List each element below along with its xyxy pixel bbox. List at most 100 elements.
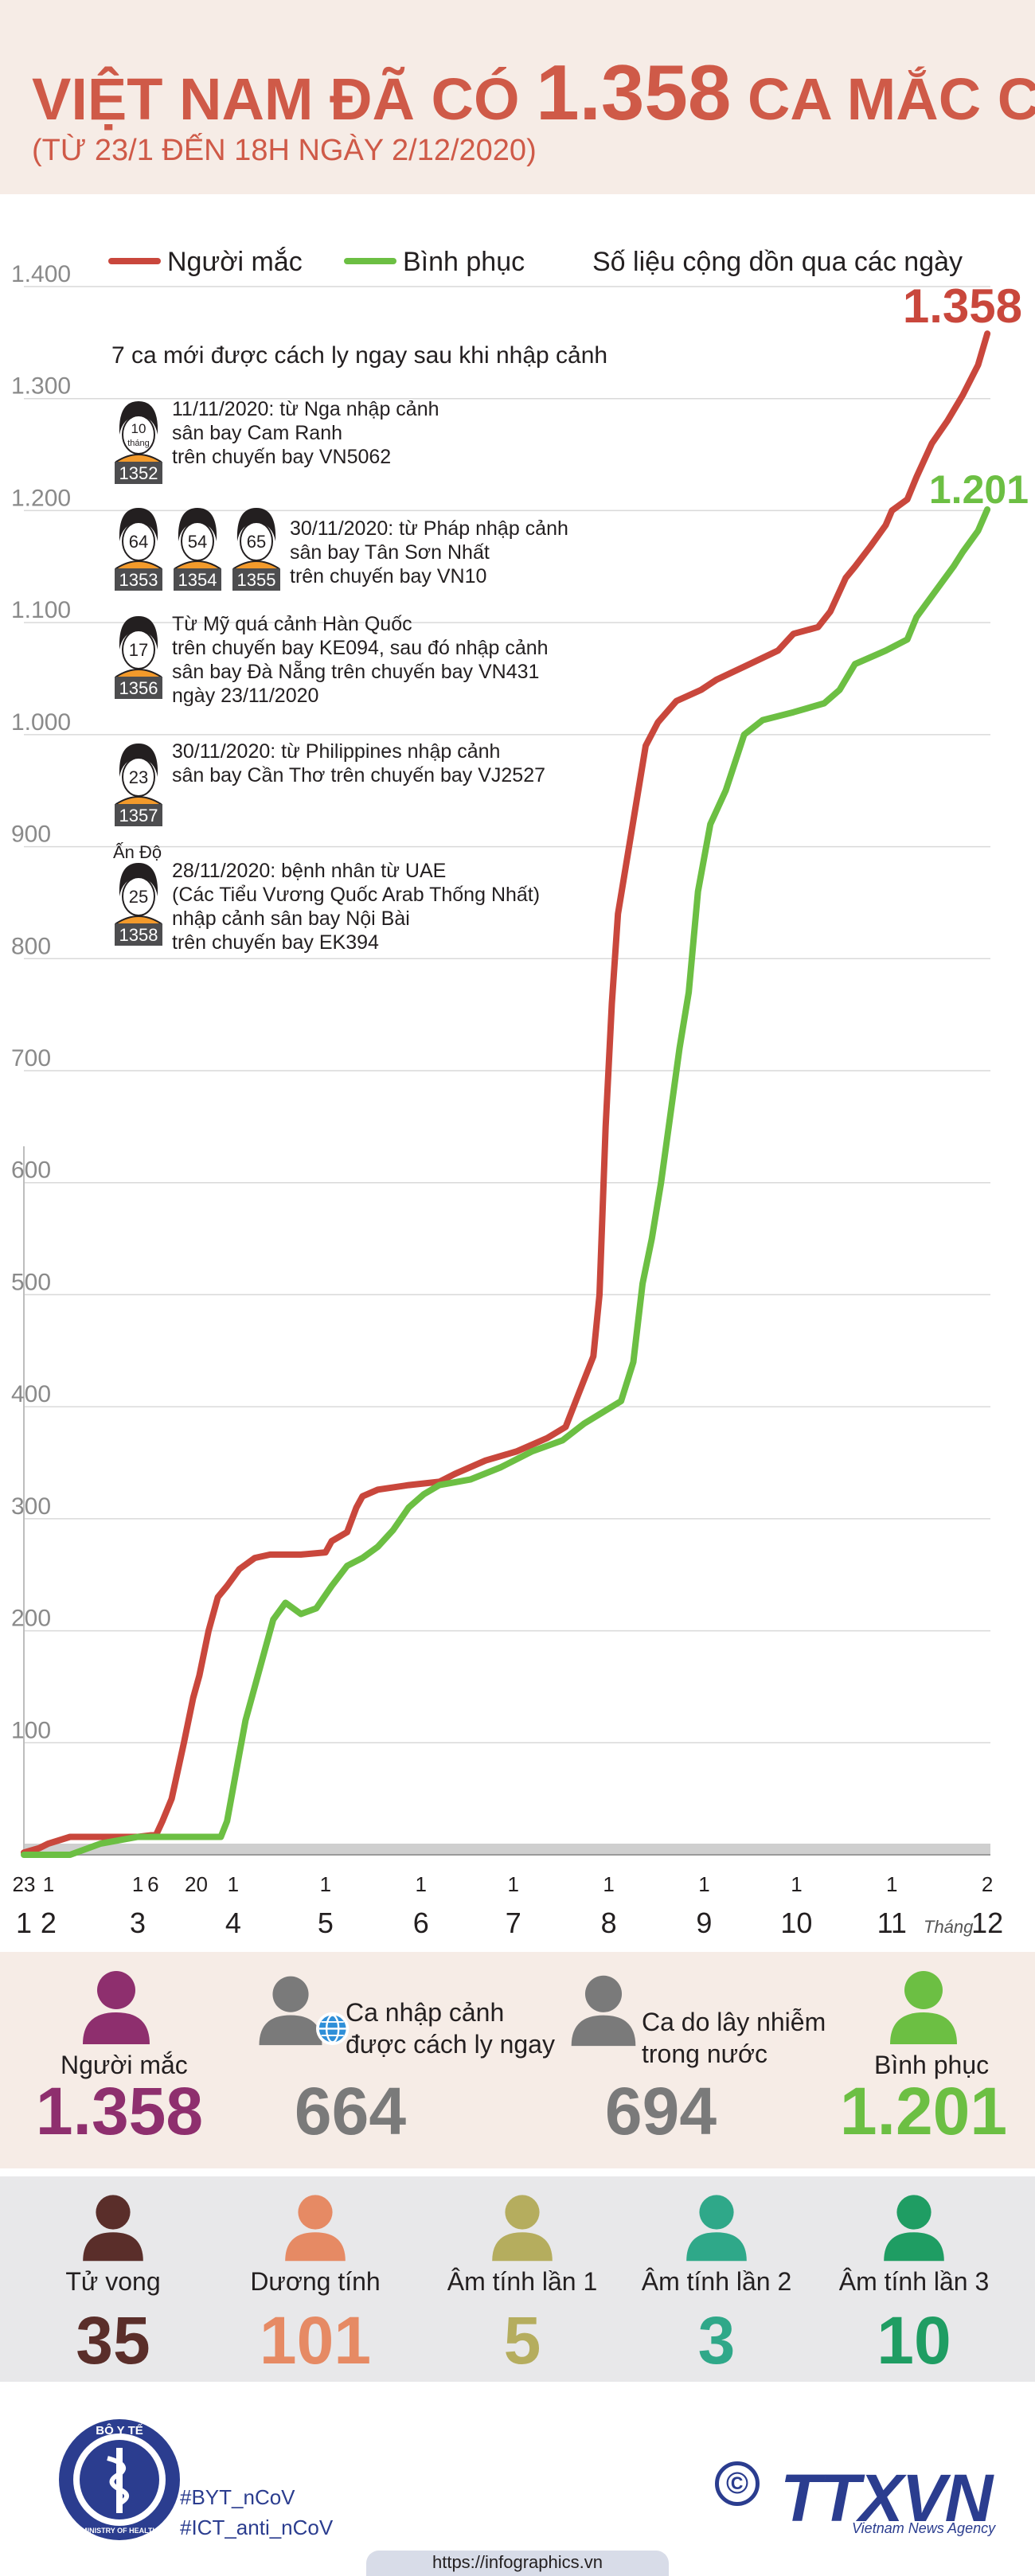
annotation-line: Từ Mỹ quá cảnh Hàn Quốc [172,613,412,635]
series-end-label-0: 1.358 [903,279,1022,333]
x-month-tick: 11 [877,1907,907,1939]
x-day-tick: 1 [43,1872,54,1896]
cumulative-line-chart: Người mắc Bình phục Số liệu cộng dồn qua c… [11,247,1029,1939]
legend-label-1: Bình phục [403,247,525,277]
title-prefix: VIỆT NAM ĐÃ CÓ [32,66,520,132]
source-url[interactable]: https://infographics.vn [432,2552,603,2572]
series-line-0 [21,330,991,1856]
url-band [366,2551,669,2576]
y-tick-label: 900 [11,822,51,848]
x-month-tick: 1 [16,1907,32,1939]
stat-value-neg3: 10 [877,2303,951,2378]
x-day-tick: 1 [791,1872,802,1896]
y-tick-label: 100 [11,1717,51,1743]
title-number: 1.358 [536,49,732,136]
ttxvn-subtitle: Vietnam News Agency [852,2520,996,2536]
x-month-tick: 8 [601,1907,617,1939]
patient-age: 10 [131,421,146,436]
annotation-heading: 7 ca mới được cách ly ngay sau khi nhập … [111,342,607,369]
y-tick-label: 1.100 [11,597,71,623]
stat-label-domestic: Ca do lây nhiễm trong nước [642,2008,826,2068]
stat-label-death: Tử vong [65,2267,161,2296]
y-tick-label: 1.400 [11,261,71,287]
stat-value-death: 35 [76,2303,150,2378]
person-icon [492,2195,553,2262]
annotation-line: trên chuyến bay VN10 [290,565,486,587]
x-month-tick: 2 [41,1907,57,1939]
hashtag-ict: #ICT_anti_nCoV [180,2516,334,2539]
case-annotations: 7 ca mới được cách ly ngay sau khi nhập … [111,342,607,954]
person-icon [884,2195,944,2262]
y-tick-label: 200 [11,1606,51,1632]
x-day-tick: 2 [982,1872,993,1896]
x-month-tick: 7 [506,1907,521,1939]
stat-value-recovered: 1.201 [839,2074,1008,2149]
annotation-line: 28/11/2020: bệnh nhân từ UAE [172,860,446,882]
patient-id: 1355 [237,570,276,590]
annotation-line: 30/11/2020: từ Philippines nhập cảnh [172,740,500,763]
ttxvn-logo: TTXVN [780,2461,993,2535]
patient-id: 1356 [119,678,158,698]
person-icon [686,2195,747,2262]
stat-label-infected: Người mắc [61,2051,188,2079]
y-tick-label: 600 [11,1157,51,1184]
page-title: VIỆT NAM ĐÃ CÓ 1.358 CA MẮC COVID-19 [32,48,1035,138]
x-day-tick: 1 [132,1872,143,1896]
stat-value-positive: 101 [259,2303,372,2378]
patient-age: 25 [129,887,148,907]
stat-value-neg1: 5 [503,2303,541,2378]
y-tick-label: 1.000 [11,709,71,736]
hashtag-byt: #BYT_nCoV [180,2485,295,2509]
person-icon [83,2195,143,2262]
stat-label-neg3: Âm tính lần 3 [838,2267,990,2296]
y-tick-label: 1.300 [11,373,71,400]
ministry-logo-bottom: MINISTRY OF HEALTH [81,2527,158,2535]
x-month-tick: 10 [780,1907,812,1939]
x-day-tick: 1 [320,1872,331,1896]
x-day-tick: 1 [507,1872,518,1896]
patient-age-unit: tháng [127,439,150,448]
stat-label-imported: Ca nhập cảnh được cách ly ngay [346,1998,555,2059]
patient-id: 1354 [178,570,217,590]
annotation-line: sân bay Cần Thơ trên chuyến bay VJ2527 [172,764,545,786]
annotation-line: sân bay Cam Ranh [172,422,342,444]
person-globe-icon [259,1976,350,2046]
y-tick-label: 700 [11,1045,51,1071]
patient-icon: 64 1353 [115,508,162,591]
annotation-line: 30/11/2020: từ Pháp nhập cảnh [290,517,568,540]
person-icon [571,1975,636,2047]
patient-id: 1358 [119,925,158,945]
patient-age: 64 [129,532,148,552]
page-subtitle: (TỪ 23/1 ĐẾN 18H NGÀY 2/12/2020) [32,134,537,167]
patient-icon: 65 1355 [232,508,280,591]
stat-label-neg2: Âm tính lần 2 [641,2267,792,2296]
main-stats-panel [0,1952,1035,2168]
patient-icon: 54 1354 [174,508,221,591]
patient-icon: 23 1357 [115,744,162,826]
y-tick-label: 800 [11,933,51,959]
stat-value-domestic: 694 [604,2074,717,2149]
person-icon [83,1971,150,2044]
annotation-line: trên chuyến bay EK394 [172,931,379,954]
patient-age: 17 [129,640,148,660]
patient-nationality: Ấn Độ [113,842,162,862]
stat-label-neg1: Âm tính lần 1 [447,2267,598,2296]
y-tick-label: 400 [11,1381,51,1407]
patient-icon: 17 1356 [115,616,162,699]
patient-id: 1352 [119,463,158,483]
stat-value-neg2: 3 [697,2303,736,2378]
legend-label-0: Người mắc [167,247,303,277]
annotation-line: trên chuyến bay KE094, sau đó nhập cảnh [172,637,549,659]
x-month-tick: 12 [971,1907,1003,1939]
ministry-of-health-logo: BỘ Y TẾ MINISTRY OF HEALTH [59,2419,180,2540]
x-day-tick: 1 [603,1872,614,1896]
x-day-tick: 20 [185,1872,208,1896]
y-tick-label: 300 [11,1493,51,1520]
x-month-word: Tháng [924,1917,974,1937]
person-icon [285,2195,346,2262]
person-icon [890,1971,957,2044]
y-tick-label: 500 [11,1269,51,1295]
annotation-line: sân bay Tân Sơn Nhất [290,541,490,564]
x-day-tick: 23 [13,1872,36,1896]
